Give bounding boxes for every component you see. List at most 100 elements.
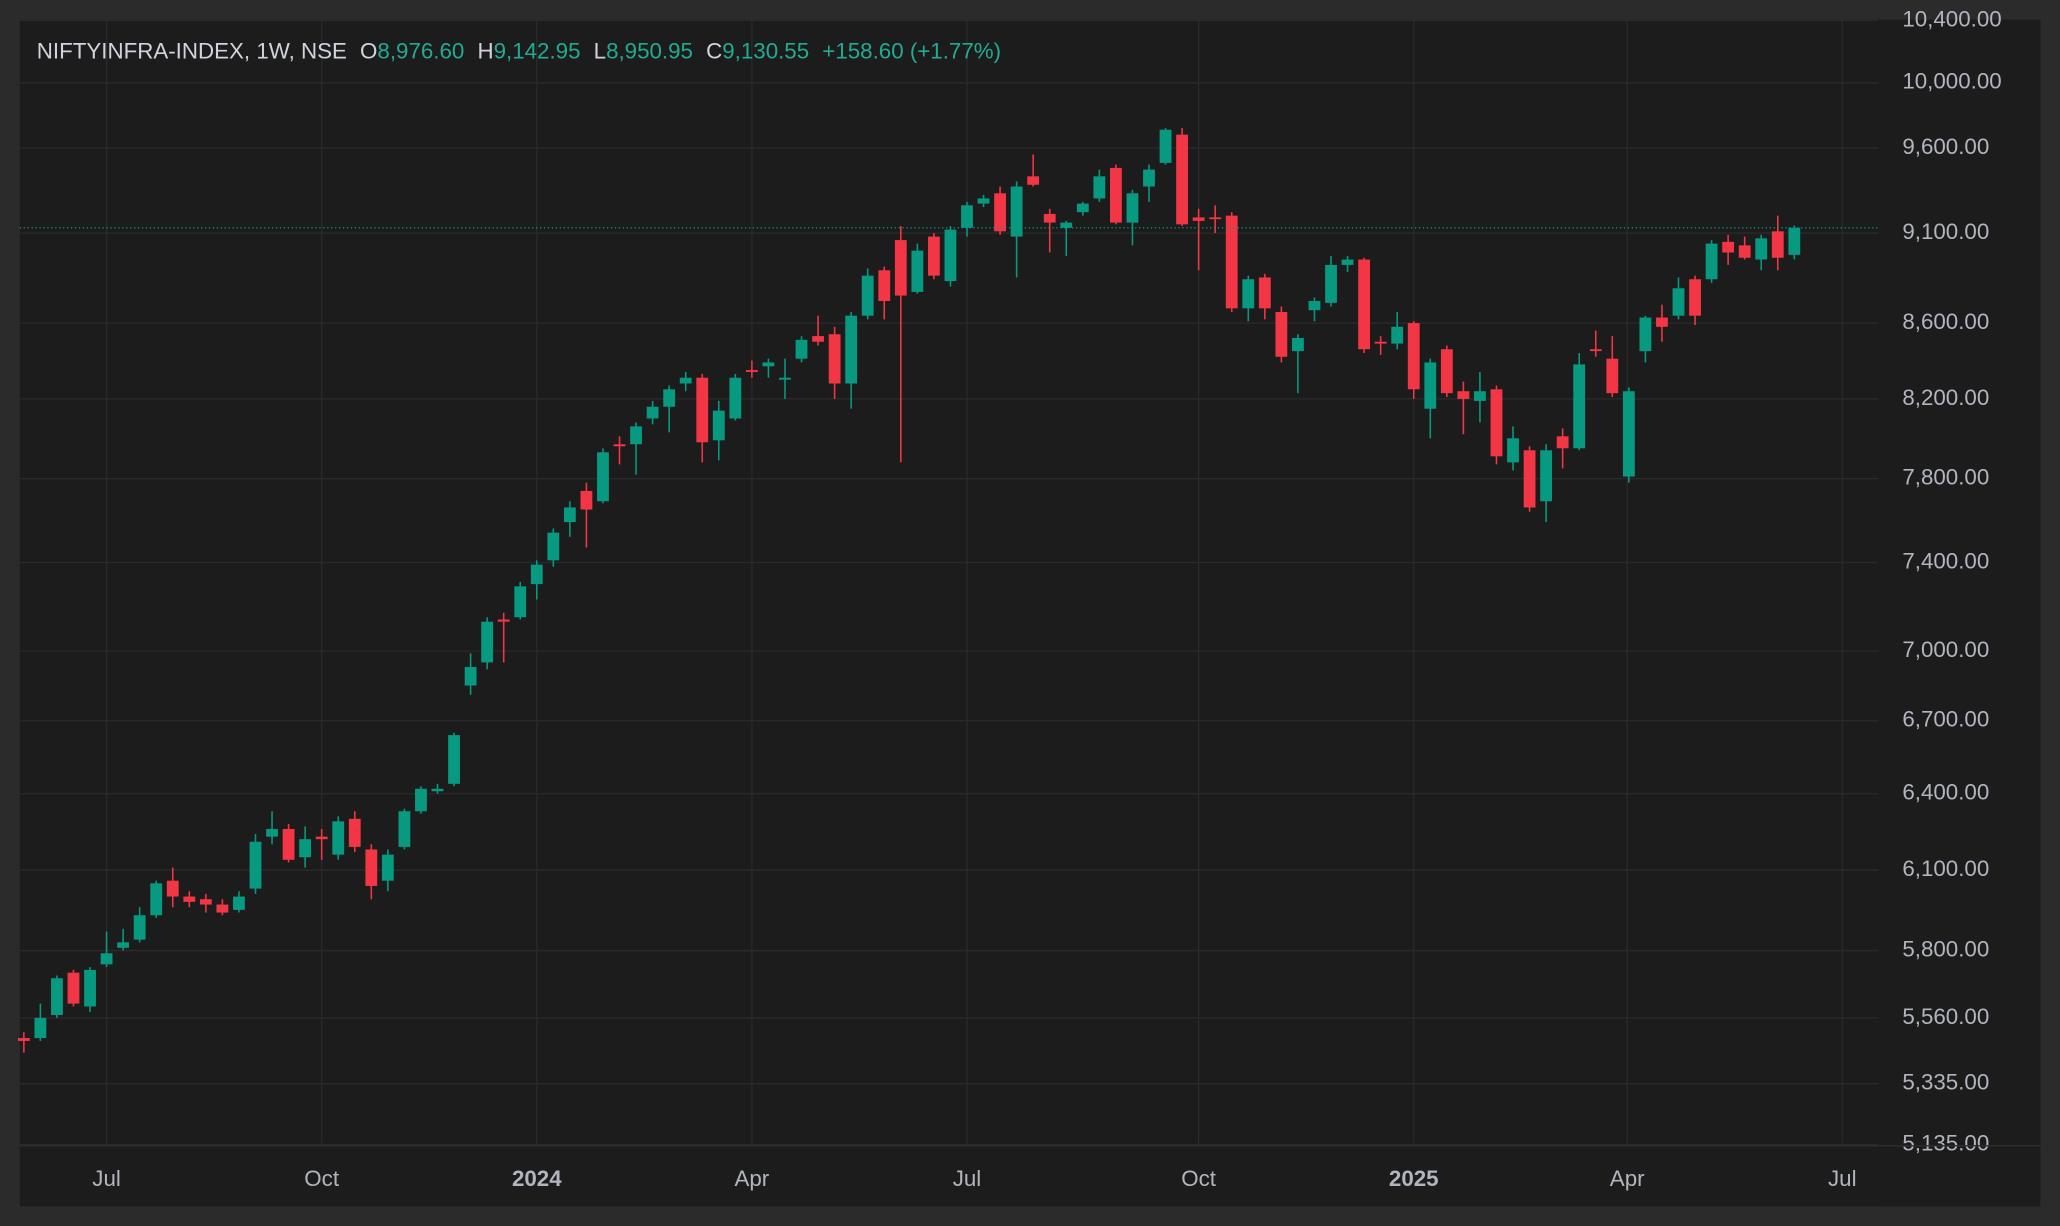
candle-body	[216, 904, 229, 913]
legend-value: 9,142.95	[494, 38, 581, 63]
legend-value: 8,976.60	[377, 38, 464, 63]
candle-body	[795, 339, 808, 359]
candle-body	[1358, 259, 1371, 350]
candle-body	[580, 490, 593, 510]
y-tick-label: 6,700.00	[1902, 707, 1989, 732]
candle-body	[1275, 312, 1288, 357]
candle-body	[1771, 231, 1784, 258]
candle-body	[977, 198, 990, 204]
x-tick-label: Jul	[92, 1166, 121, 1191]
candle-body	[1755, 238, 1768, 260]
candle-body	[1143, 169, 1155, 187]
y-tick-label: 9,100.00	[1902, 219, 1989, 244]
candle-body	[1589, 349, 1602, 352]
candle-body	[497, 619, 510, 622]
grid	[19, 19, 1879, 1146]
candle-body	[563, 507, 576, 523]
legend-key: H	[477, 38, 493, 63]
candle-body	[994, 193, 1006, 232]
candle-body	[547, 532, 560, 561]
legend: NIFTYINFRA-INDEX, 1W, NSE O8,976.60 H9,142…	[37, 38, 1001, 63]
candle-body	[51, 978, 63, 1016]
y-tick-label: 8,200.00	[1902, 385, 1989, 410]
candle-body	[282, 828, 295, 860]
candle-body	[878, 270, 891, 302]
candle-body	[67, 972, 80, 1004]
candle-body	[696, 377, 709, 443]
candle-body	[1341, 259, 1354, 265]
y-tick-label: 6,100.00	[1902, 856, 1989, 881]
legend-value: 8,950.95	[606, 38, 693, 63]
candle-body	[415, 788, 427, 812]
candle-body	[365, 849, 378, 886]
legend-change: +158.60 (+1.77%)	[822, 38, 1001, 63]
candle-body	[1705, 243, 1718, 280]
candle-body	[1176, 134, 1189, 225]
candle-body	[1639, 317, 1652, 352]
candle-body	[34, 1017, 47, 1039]
candle-body	[663, 389, 676, 407]
legend-key: O	[360, 38, 377, 63]
candle-body	[233, 896, 245, 910]
candle-body	[944, 229, 957, 282]
y-tick-label: 5,335.00	[1902, 1070, 1989, 1095]
price-axis	[1878, 19, 2041, 1207]
y-tick-label: 5,560.00	[1902, 1004, 1989, 1029]
candle-body	[911, 250, 924, 292]
candle-body	[183, 896, 196, 902]
x-tick-label: Oct	[1181, 1166, 1217, 1191]
candle-body	[133, 915, 146, 940]
chart-panel	[19, 19, 2041, 1207]
candle-body	[1258, 277, 1271, 309]
candle-body	[530, 564, 543, 585]
candle-body	[1573, 364, 1586, 449]
x-tick-label: 2024	[512, 1166, 562, 1191]
candle-body	[448, 735, 460, 784]
candle-body	[1043, 213, 1056, 223]
candle-body	[828, 334, 841, 384]
candle-body	[1507, 438, 1519, 463]
legend-value: 9,130.55	[722, 38, 809, 63]
candle-body	[1556, 436, 1569, 449]
candle-body	[100, 953, 113, 965]
candle-body	[1192, 217, 1205, 221]
candle-body	[514, 586, 527, 618]
candle-body	[712, 410, 725, 441]
x-tick-label: Apr	[1610, 1166, 1645, 1191]
candle-body	[1540, 450, 1553, 502]
candle-body	[1060, 222, 1073, 228]
candle-body	[1738, 245, 1751, 258]
candle-body	[1076, 203, 1089, 213]
candle-body	[481, 621, 494, 663]
candle-body	[894, 240, 907, 296]
candle-body	[84, 969, 96, 1007]
candle-body	[1126, 193, 1139, 223]
candle-body	[299, 839, 312, 858]
candle-body	[199, 899, 212, 905]
y-tick-label: 10,000.00	[1902, 69, 2001, 94]
y-tick-label: 10,400.00	[1902, 6, 2001, 31]
candle-body	[927, 236, 940, 276]
candle-body	[745, 370, 758, 372]
y-tick-label: 7,000.00	[1902, 637, 1989, 662]
candle-body	[679, 377, 692, 384]
candle-body	[332, 821, 345, 855]
candle-body	[1656, 317, 1668, 327]
candle-body	[1424, 362, 1437, 409]
candle-body	[1225, 215, 1238, 309]
y-tick-label: 8,600.00	[1902, 309, 1989, 334]
candle-body	[1391, 326, 1404, 344]
candle-body	[1672, 288, 1685, 316]
x-tick-label: 2025	[1389, 1166, 1439, 1191]
candle-body	[646, 406, 659, 419]
candle-body	[613, 444, 626, 447]
candle-body	[1027, 176, 1040, 185]
candle-body	[464, 667, 477, 686]
candle-body	[1292, 337, 1304, 352]
candle-body	[1788, 227, 1801, 255]
candle-body	[1622, 391, 1635, 477]
candle-body	[166, 880, 179, 897]
candle-body	[315, 836, 328, 840]
candle-body	[348, 818, 361, 847]
